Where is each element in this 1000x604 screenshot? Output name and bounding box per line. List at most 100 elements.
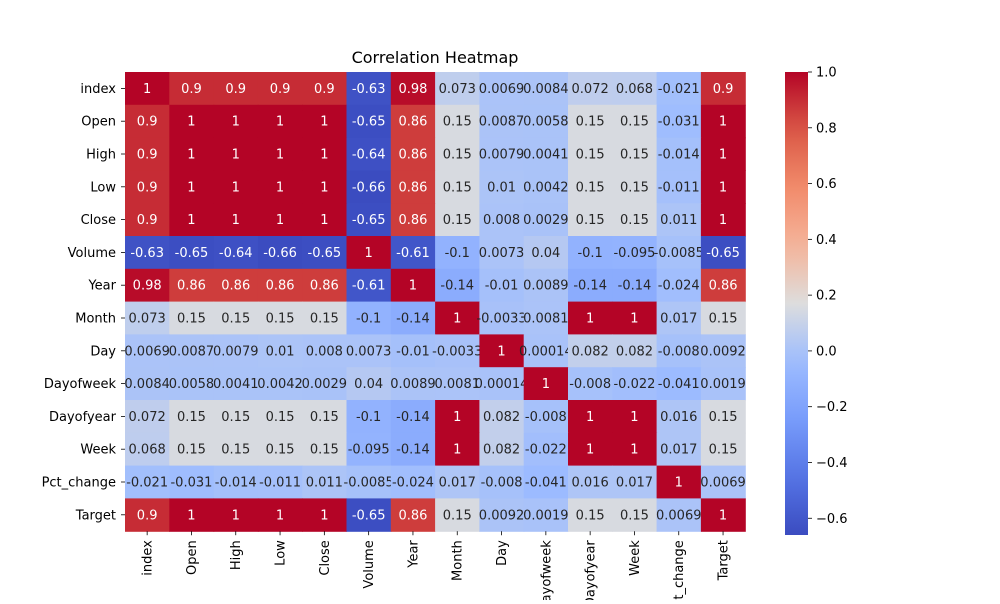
row-tick-label: Volume (68, 246, 116, 261)
heatmap-cell (700, 367, 746, 401)
heatmap-cell (302, 236, 348, 270)
heatmap-cell (169, 170, 215, 204)
heatmap-cell (435, 236, 480, 270)
heatmap-cell (700, 236, 746, 270)
heatmap-cell (390, 104, 436, 139)
heatmap-cell-value: -0.14 (396, 312, 430, 327)
heatmap-cell-value: 1 (719, 115, 727, 130)
heatmap-cell (479, 334, 525, 368)
heatmap-cell-value: 0.15 (221, 443, 250, 458)
heatmap-cell-value: 0.0087 (169, 344, 215, 359)
heatmap-cell (125, 465, 170, 499)
heatmap-cell (125, 432, 170, 467)
heatmap-cell (656, 72, 702, 106)
heatmap-cell (479, 104, 525, 139)
heatmap-cell (523, 137, 569, 171)
heatmap-cell-value: 1 (630, 443, 638, 458)
row-tick-label: Week (80, 443, 116, 458)
heatmap-cell-value: 0.98 (398, 82, 427, 97)
heatmap-cell-value: 1 (409, 279, 417, 294)
heatmap-cell (213, 170, 259, 204)
heatmap-cell-value: 0.0058 (523, 115, 569, 130)
heatmap-cell-value: 0.072 (129, 410, 166, 425)
heatmap-cell (523, 400, 569, 434)
colorbar-tick-label: 0.2 (816, 289, 837, 304)
heatmap-cell (700, 268, 746, 303)
heatmap-cell-value: 0.0084 (124, 377, 170, 392)
row-tick-label: Low (90, 180, 116, 195)
heatmap-cell (302, 203, 348, 237)
heatmap-cell (656, 268, 702, 303)
heatmap-cell-value: -0.014 (215, 476, 257, 491)
heatmap-cell (656, 432, 702, 467)
heatmap-cell-value: -0.14 (396, 443, 430, 458)
colorbar-tick-label: 0.6 (816, 177, 837, 192)
heatmap-cell (568, 465, 613, 499)
heatmap-cell-value: 0.01 (487, 180, 516, 195)
heatmap-cell-value: 0.86 (398, 115, 427, 130)
heatmap-cell-value: 1 (232, 180, 240, 195)
heatmap-cell-value: 0.0084 (523, 82, 569, 97)
heatmap-cell (479, 170, 525, 204)
heatmap-cell-value: -0.022 (613, 377, 655, 392)
heatmap-cell (612, 334, 658, 368)
heatmap-cell (612, 268, 658, 303)
heatmap-cell (479, 432, 525, 467)
heatmap-cell-value: 0.15 (620, 180, 649, 195)
heatmap-cell (125, 104, 170, 139)
heatmap-cell-value: 0.86 (221, 279, 250, 294)
column-tick-label: Low (274, 540, 289, 566)
column-tick-label: Target (717, 540, 732, 581)
heatmap-cell-value: 1 (187, 148, 195, 163)
heatmap-cell-value: 0.0041 (523, 148, 569, 163)
heatmap-cell-value: 1 (187, 508, 195, 523)
heatmap-cell (700, 400, 746, 434)
row-tick-labels: index Open High Low Close Volume Year Month Day D… (42, 82, 125, 523)
heatmap-cell (257, 367, 303, 401)
heatmap-cell-value: -0.65 (352, 115, 386, 130)
heatmap-cell-value: 0.00014 (475, 377, 529, 392)
heatmap-cell (169, 432, 215, 467)
heatmap-cell (213, 236, 259, 270)
heatmap-cell (656, 301, 702, 335)
heatmap-cell-value: 0.0058 (169, 377, 215, 392)
heatmap-cell (257, 334, 303, 368)
heatmap-cell (435, 367, 480, 401)
heatmap-cell-value: -0.031 (170, 476, 212, 491)
heatmap-cell-value: -0.011 (259, 476, 301, 491)
heatmap-cell (257, 432, 303, 467)
heatmap-cell-value: 0.15 (443, 115, 472, 130)
heatmap-cell (302, 334, 348, 368)
heatmap-cell-value: 0.0029 (302, 377, 348, 392)
heatmap-cell (568, 170, 613, 204)
heatmap-cell (568, 432, 613, 467)
colorbar-tick-label: 0.0 (816, 344, 837, 359)
heatmap-cell (700, 432, 746, 467)
heatmap-cell (390, 236, 436, 270)
heatmap-cell-value: 0.011 (306, 476, 343, 491)
heatmap-cell-value: 0.0069 (656, 508, 702, 523)
heatmap-cell-value: -0.63 (130, 246, 164, 261)
heatmap-cell-value: -0.008 (569, 377, 611, 392)
row-tick-label: Pct_change (42, 476, 116, 491)
heatmap-cell (656, 104, 702, 139)
heatmap-cell-value: -0.011 (658, 180, 700, 195)
colorbar-tick-label: −0.4 (816, 456, 848, 471)
column-tick-label: Dayofyear (584, 540, 599, 600)
heatmap-cell-value: -0.14 (618, 279, 652, 294)
heatmap-cell (213, 334, 259, 368)
heatmap-cell (656, 498, 702, 532)
heatmap-cell (125, 137, 170, 171)
heatmap-cell (169, 367, 215, 401)
heatmap-cell (346, 334, 392, 368)
heatmap-cell-value: 0.86 (709, 279, 738, 294)
heatmap-cell (568, 334, 613, 368)
heatmap-cell (656, 236, 702, 270)
heatmap-cell (125, 236, 170, 270)
heatmap-cell-value: 0.0069 (479, 82, 525, 97)
heatmap-cell (302, 465, 348, 499)
heatmap-cell (346, 367, 392, 401)
heatmap-cell-value: 0.008 (306, 344, 343, 359)
